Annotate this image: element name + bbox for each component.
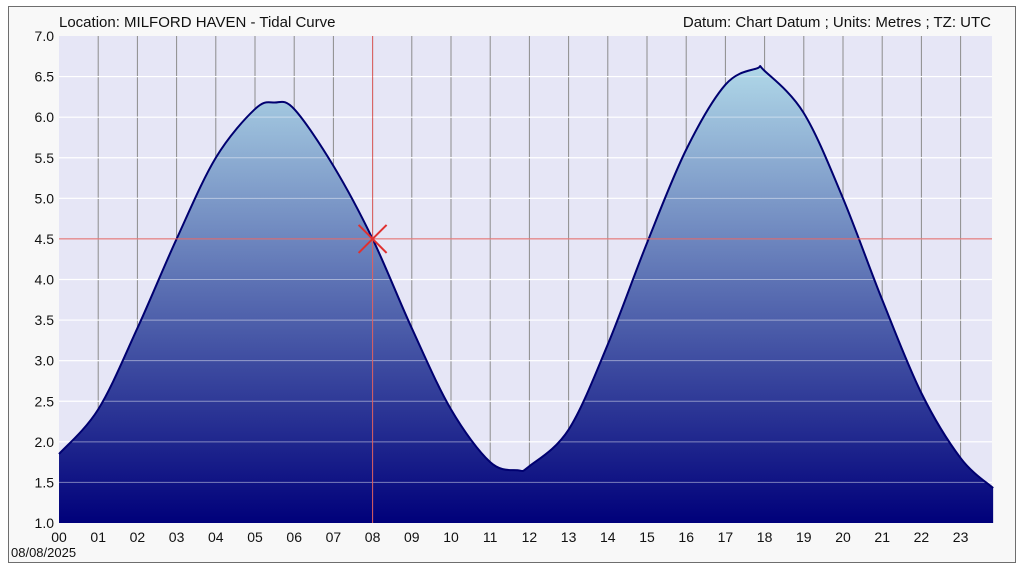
y-tick-label: 5.5 [35, 150, 55, 166]
tidal-chart: Location: MILFORD HAVEN - Tidal Curve Da… [11, 14, 994, 560]
crosshair-cursor[interactable] [59, 36, 992, 523]
x-tick-label: 01 [90, 529, 106, 545]
y-tick-label: 3.5 [35, 312, 55, 328]
x-tick-label: 16 [678, 529, 694, 545]
y-axis-tick-labels: 1.0 1.5 2.0 2.5 3.0 3.5 4.0 4.5 5.0 5.5 6.0 6.5 7.0 [35, 28, 55, 531]
x-tick-label: 10 [443, 529, 459, 545]
x-tick-label: 18 [757, 529, 773, 545]
x-tick-label: 13 [561, 529, 577, 545]
x-tick-label: 06 [286, 529, 302, 545]
y-tick-label: 5.0 [35, 190, 55, 206]
x-tick-label: 03 [169, 529, 185, 545]
x-tick-label: 19 [796, 529, 812, 545]
x-tick-label: 02 [130, 529, 146, 545]
tide-curve [58, 65, 994, 489]
y-tick-label: 2.0 [35, 434, 55, 450]
x-tick-label: 12 [522, 529, 538, 545]
x-tick-label: 15 [639, 529, 655, 545]
y-tick-label: 6.5 [35, 69, 55, 85]
date-label: 08/08/2025 [11, 545, 76, 560]
x-tick-label: 23 [953, 529, 969, 545]
y-tick-label: 1.0 [35, 515, 55, 531]
chart-frame: Location: MILFORD HAVEN - Tidal Curve Da… [8, 6, 1016, 563]
chart-title: Location: MILFORD HAVEN - Tidal Curve [59, 14, 335, 31]
y-tick-label: 6.0 [35, 109, 55, 125]
crosshair-marker-b [357, 224, 388, 254]
x-tick-label: 08 [365, 529, 381, 545]
x-tick-label: 07 [326, 529, 342, 545]
x-axis-tick-labels: 00 01 02 03 04 05 06 07 08 09 10 11 12 13 14 15 16 17 18 19… [51, 529, 968, 545]
x-tick-label: 05 [247, 529, 263, 545]
tide-area-fill [59, 66, 994, 524]
y-tick-label: 4.5 [35, 231, 55, 247]
y-tick-label: 4.0 [35, 272, 55, 288]
x-tick-label: 20 [835, 529, 851, 545]
x-tick-label: 17 [718, 529, 734, 545]
x-tick-label: 11 [483, 529, 498, 545]
y-tick-label: 2.5 [35, 393, 55, 409]
x-tick-label: 21 [874, 529, 890, 545]
y-tick-label: 1.5 [35, 474, 55, 490]
datum-info: Datum: Chart Datum ; Units: Metres ; TZ:… [683, 14, 991, 31]
x-tick-label: 14 [600, 529, 616, 545]
y-tick-label: 7.0 [35, 28, 55, 44]
x-tick-label: 22 [914, 529, 930, 545]
x-tick-label: 04 [208, 529, 224, 545]
x-tick-label: 09 [404, 529, 420, 545]
y-tick-label: 3.0 [35, 353, 55, 369]
x-tick-label: 00 [51, 529, 67, 545]
